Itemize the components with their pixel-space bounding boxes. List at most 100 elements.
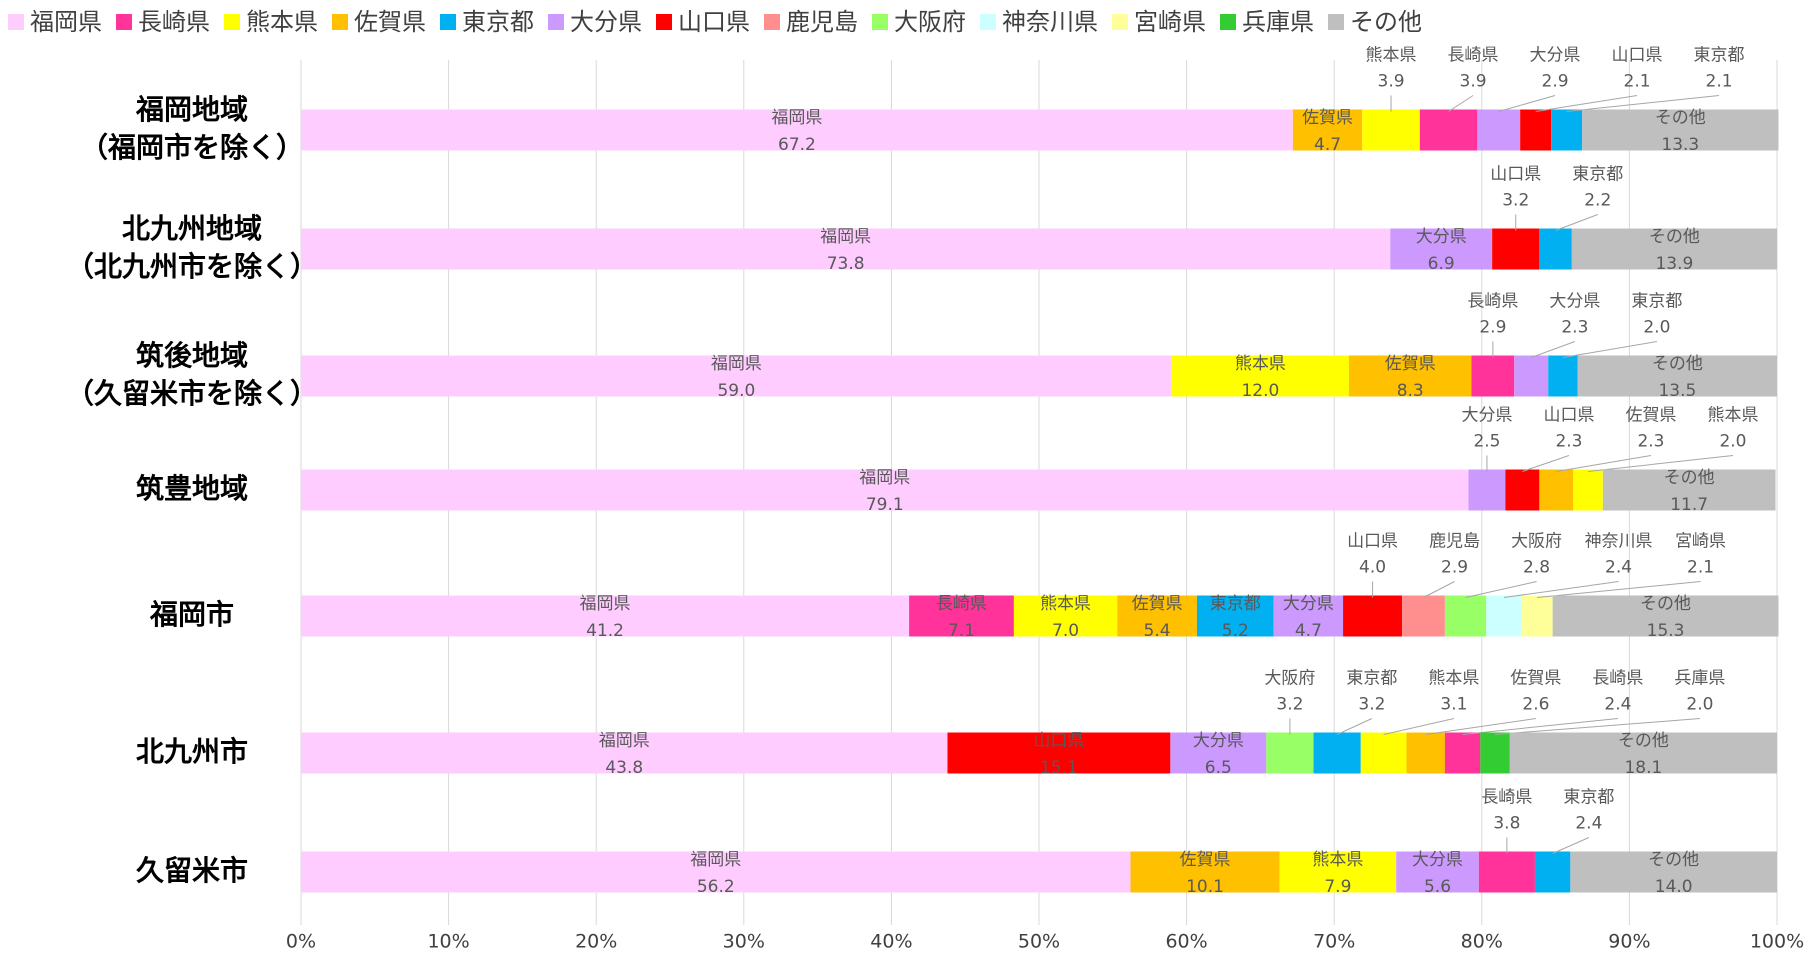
category-label: 久留米市 <box>136 854 248 887</box>
segment-name-label: 宮崎県 <box>1675 532 1726 552</box>
legend-label: 神奈川県 <box>1002 8 1098 36</box>
bar-segment <box>1362 109 1420 151</box>
legend-item: 熊本県 <box>224 8 318 36</box>
bar-segment <box>1013 595 1118 637</box>
bar-segment <box>301 355 1172 397</box>
legend-label: 山口県 <box>678 8 750 36</box>
data-label: 5.4 <box>1144 621 1171 641</box>
segment-name-label: 大分県 <box>1416 227 1467 247</box>
bar-segment <box>1360 732 1407 774</box>
data-label: 2.3 <box>1637 432 1664 452</box>
data-label: 10.1 <box>1186 877 1224 897</box>
data-label: 2.4 <box>1604 695 1631 715</box>
bar-segment <box>1478 851 1535 893</box>
legend-swatch <box>764 14 780 30</box>
data-label: 3.9 <box>1378 72 1405 92</box>
segment-name-label: 大分県 <box>1193 731 1244 751</box>
bar-segment <box>1348 355 1472 397</box>
legend-label: 長崎県 <box>138 8 210 36</box>
segment-name-label: 熊本県 <box>1428 669 1479 689</box>
segment-name-label: 東京都 <box>1694 46 1745 66</box>
segment-name-label: 東京都 <box>1346 669 1397 689</box>
x-tick-label: 30% <box>723 931 765 953</box>
bar-segment <box>1551 109 1583 151</box>
category-label: 福岡地域 <box>135 93 248 126</box>
data-label: 18.1 <box>1624 758 1662 778</box>
category-label: 北九州地域 <box>122 212 262 245</box>
data-label: 2.9 <box>1441 558 1468 578</box>
bar-segment <box>909 595 1014 637</box>
legend-swatch <box>224 14 240 30</box>
leader-line <box>1562 341 1657 358</box>
data-label: 4.7 <box>1314 135 1341 155</box>
segment-name-label: 山口県 <box>1347 532 1398 552</box>
segment-name-label: 東京都 <box>1563 788 1614 808</box>
bar-segment <box>1577 355 1777 397</box>
bar-segment <box>1343 595 1403 637</box>
leader-line <box>1537 581 1701 598</box>
leader-line <box>1552 837 1590 854</box>
data-label: 11.7 <box>1670 495 1708 515</box>
leader-line <box>1522 455 1570 472</box>
bar-segment <box>1390 228 1493 270</box>
segment-name-label: 福岡県 <box>859 468 910 488</box>
legend-item: 東京都 <box>440 8 534 36</box>
segment-name-label: 佐賀県 <box>1132 594 1183 614</box>
segment-name-label: 大分県 <box>1412 850 1463 870</box>
bar-segment <box>1534 851 1571 893</box>
leader-line <box>1555 214 1598 231</box>
leader-line <box>1383 718 1455 735</box>
bar-segment <box>1539 228 1572 270</box>
segment-name-label: 長崎県 <box>1467 292 1518 312</box>
segment-name-label: その他 <box>1649 227 1700 247</box>
data-label: 2.3 <box>1555 432 1582 452</box>
segment-name-label: 大阪府 <box>1511 532 1562 552</box>
legend-label: 大分県 <box>570 8 642 36</box>
bar-segment <box>1444 732 1481 774</box>
legend-item: 鹿児島 <box>764 8 858 36</box>
bar-segment <box>1313 732 1361 774</box>
segment-name-label: 佐賀県 <box>1180 850 1231 870</box>
legend-swatch <box>872 14 888 30</box>
bar-segment <box>1117 595 1197 637</box>
segment-name-label: 東京都 <box>1210 594 1261 614</box>
bar-segment <box>1582 109 1779 151</box>
legend-item: 神奈川県 <box>980 8 1098 36</box>
data-label: 4.0 <box>1359 558 1386 578</box>
data-label: 15.3 <box>1647 621 1685 641</box>
segment-name-label: その他 <box>1664 468 1715 488</box>
data-label: 3.2 <box>1276 695 1303 715</box>
segment-name-label: 佐賀県 <box>1385 354 1436 374</box>
legend-item: その他 <box>1328 8 1422 36</box>
legend-label: その他 <box>1350 8 1422 36</box>
x-tick-label: 40% <box>870 931 912 953</box>
category-label: 北九州市 <box>136 735 248 768</box>
data-label: 2.4 <box>1575 814 1602 834</box>
data-label: 2.1 <box>1624 72 1651 92</box>
legend-swatch <box>8 14 24 30</box>
segment-name-label: 熊本県 <box>1040 594 1091 614</box>
data-label: 2.9 <box>1479 318 1506 338</box>
segment-name-label: 佐賀県 <box>1302 108 1353 128</box>
leader-line <box>1535 95 1638 112</box>
category-label: （久留米市を除く） <box>66 377 318 410</box>
segment-name-label: 佐賀県 <box>1510 669 1561 689</box>
segment-name-label: 大分県 <box>1530 46 1581 66</box>
bar-segment <box>1505 469 1540 511</box>
category-label: （北九州市を除く） <box>66 250 318 283</box>
bar-segment <box>1406 732 1445 774</box>
bar-segment <box>1509 732 1777 774</box>
segment-name-label: 東京都 <box>1572 165 1623 185</box>
leader-line <box>1531 341 1576 358</box>
category-label: 筑後地域 <box>136 339 248 372</box>
bar-segment <box>301 109 1293 151</box>
segment-name-label: その他 <box>1648 850 1699 870</box>
data-label: 2.9 <box>1542 72 1569 92</box>
data-label: 41.2 <box>586 621 624 641</box>
bar-segment <box>1130 851 1280 893</box>
segment-name-label: 山口県 <box>1033 731 1084 751</box>
leader-line <box>1556 455 1652 472</box>
x-tick-label: 60% <box>1165 931 1207 953</box>
leader-line <box>1498 95 1556 112</box>
leader-line <box>1448 95 1474 112</box>
